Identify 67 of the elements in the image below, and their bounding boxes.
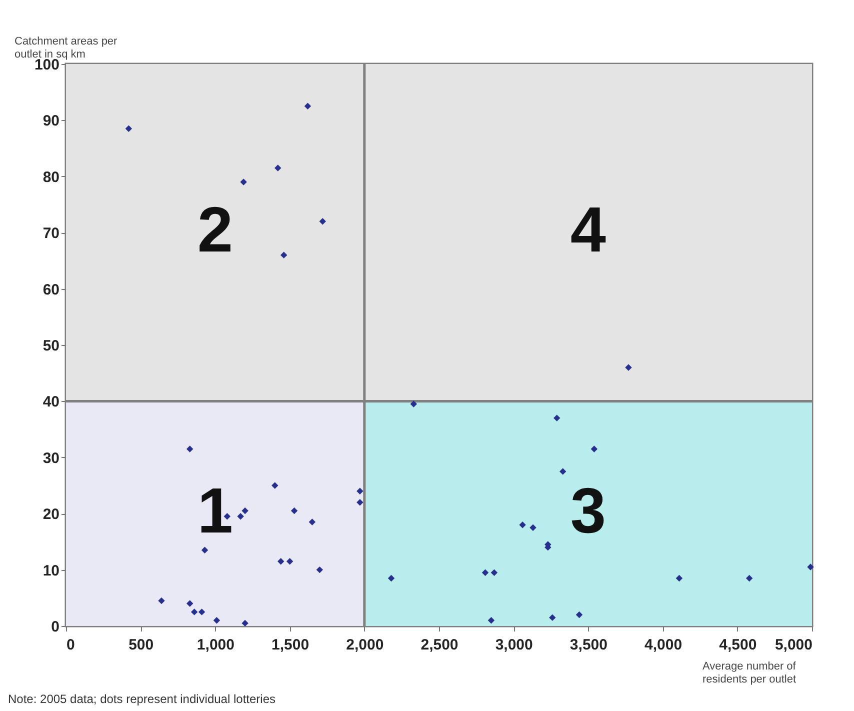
x-tick-label: 500	[128, 636, 154, 654]
y-tick-label: 70	[42, 225, 60, 242]
point	[410, 400, 417, 408]
x-axis-title: Average number of residents per outlet	[702, 660, 797, 686]
point	[308, 518, 316, 526]
point	[213, 617, 220, 624]
point	[488, 617, 495, 624]
x-tick-label: 1,500	[272, 636, 310, 654]
point	[559, 468, 566, 475]
y-tick-label: 90	[42, 112, 60, 130]
point	[576, 611, 583, 618]
x-tick-label: 1,000	[196, 636, 234, 654]
x-tick-label: 3,500	[570, 636, 608, 654]
text: Note: 2005 data; dots represent individual lotteries	[8, 692, 276, 706]
y-tick-label: 60	[42, 281, 60, 298]
annotation: 2	[197, 194, 233, 266]
point	[356, 499, 364, 506]
point	[807, 564, 814, 570]
point	[186, 446, 194, 452]
x-tick-label: 3,000	[495, 636, 533, 654]
point	[198, 608, 206, 616]
y-tick-label: 10	[42, 562, 60, 580]
x-tick-label: 2,500	[420, 636, 458, 654]
point	[201, 546, 208, 554]
point	[240, 178, 247, 186]
point	[290, 507, 298, 514]
point	[190, 608, 198, 616]
point	[286, 558, 294, 565]
point	[530, 524, 536, 532]
point	[319, 218, 326, 225]
y-tick-label: 20	[42, 506, 60, 524]
point	[519, 521, 526, 528]
point	[482, 569, 489, 576]
x-tick-label: 4,500	[719, 636, 757, 654]
point	[274, 164, 282, 172]
point	[304, 102, 312, 110]
point	[186, 600, 194, 607]
point	[280, 252, 288, 258]
x-tick-label: 4,000	[644, 636, 682, 654]
annotation: 1	[197, 474, 233, 547]
point	[549, 614, 556, 621]
point	[388, 574, 395, 582]
annotation: 4	[570, 194, 606, 266]
point	[125, 125, 132, 132]
point	[277, 558, 284, 565]
point	[746, 574, 753, 582]
point	[237, 513, 244, 520]
point	[590, 446, 598, 452]
y-tick-label: 30	[42, 450, 60, 467]
point	[676, 574, 683, 582]
x-tick-label: 5,000	[774, 636, 812, 654]
x-tick-label: 0	[66, 636, 75, 654]
point	[242, 620, 248, 627]
point	[272, 482, 278, 489]
point	[554, 414, 560, 422]
point	[356, 488, 364, 494]
x-tick-label: 2,000	[346, 636, 384, 654]
point	[158, 597, 165, 604]
point	[490, 569, 498, 576]
y-tick-label: 50	[42, 338, 60, 354]
point	[242, 507, 248, 514]
point	[316, 566, 323, 574]
annotation: 3	[570, 474, 606, 547]
y-tick-label: 40	[42, 394, 60, 411]
y-tick-label: 80	[42, 168, 60, 186]
point	[625, 364, 632, 371]
y-tick-label: 0	[51, 618, 60, 636]
